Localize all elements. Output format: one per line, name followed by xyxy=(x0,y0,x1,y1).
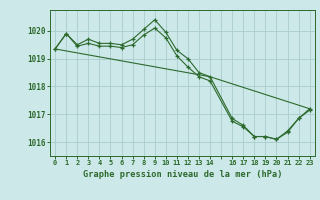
X-axis label: Graphe pression niveau de la mer (hPa): Graphe pression niveau de la mer (hPa) xyxy=(83,170,282,179)
